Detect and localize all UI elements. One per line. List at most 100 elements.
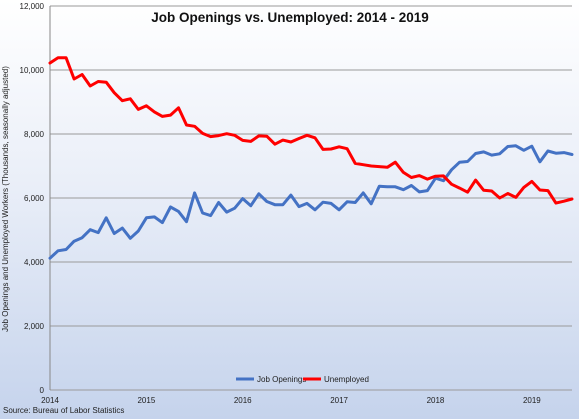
job-openings-point [249,204,252,207]
job-openings-point [265,200,268,203]
unemployed-point [249,140,252,143]
job-openings-point [458,161,461,164]
job-openings-point [48,257,52,260]
unemployed-point [153,110,156,114]
job-openings-point [562,151,566,154]
unemployed-point [241,139,244,142]
unemployed-point [442,174,445,178]
job-openings-point [506,145,509,148]
series-lines [48,56,574,260]
unemployed-point [233,134,236,137]
job-openings-point [394,185,397,188]
unemployed-point [201,132,204,135]
unemployed-point [538,188,542,192]
unemployed-point [185,123,188,127]
job-openings-point [257,192,260,195]
job-openings-point [410,184,413,187]
job-openings-point [233,207,236,210]
job-openings-point [161,221,164,224]
legend-label-job-openings: Job Openings [257,375,306,384]
job-openings-point [490,153,493,157]
job-openings-point [546,149,550,153]
unemployed-point [370,164,373,168]
unemployed-point [265,135,268,138]
job-openings-point [289,193,293,197]
unemployed-point [121,99,124,102]
unemployed-point [378,165,381,168]
job-openings-point [466,160,469,163]
job-openings-point [137,229,140,233]
y-tick-label: 2,000 [24,322,45,331]
job-openings-point [297,205,301,208]
job-openings-point [241,197,244,200]
unemployed-point [97,80,100,83]
unemployed-point [137,108,140,111]
unemployed-point [289,140,293,144]
y-tick-label: 10,000 [20,66,45,75]
job-openings-point [225,210,228,214]
unemployed-point [386,166,389,169]
job-openings-point [64,248,68,251]
axes: 0 2,000 4,000 6,000 8,000 10,000 12,000 2014 201… [20,2,542,405]
y-tick-label: 4,000 [24,258,45,267]
job-openings-point [313,208,317,211]
unemployed-point [105,81,108,84]
job-openings-point [169,205,172,209]
job-openings-point [570,153,574,156]
unemployed-point [281,138,285,142]
job-openings-point [89,228,92,231]
job-openings-point [97,231,100,234]
unemployed-point [113,91,116,94]
job-openings-point [482,150,485,154]
job-openings-point [354,201,357,204]
job-openings-point [345,200,349,203]
job-openings-point [426,189,429,192]
y-tick-label: 0 [40,386,45,395]
unemployed-point [72,77,76,81]
x-tick-label: 2015 [137,396,155,405]
job-openings-point [418,190,421,194]
source-note: Source: Bureau of Labor Statistics [3,406,124,415]
unemployed-point [506,192,509,195]
unemployed-point [362,163,365,166]
job-openings-point [153,215,156,219]
job-openings-point [217,201,220,204]
unemployed-point [458,186,461,190]
legend: Job Openings Unemployed [236,375,369,384]
job-openings-point [321,201,325,204]
job-openings-point [121,226,124,230]
x-tick-label: 2019 [523,396,541,405]
job-openings-point [185,220,188,223]
job-openings-point [80,236,84,239]
unemployed-point [402,171,405,174]
y-axis-title: Job Openings and Unemployed Workers (Tho… [1,66,10,332]
job-openings-point [498,152,501,155]
job-openings-point [378,185,381,188]
unemployed-point [474,178,477,182]
x-tick-label: 2016 [234,396,252,405]
legend-label-unemployed: Unemployed [324,375,369,384]
unemployed-point [313,136,317,139]
job-openings-point [538,160,542,163]
unemployed-point [48,61,52,65]
job-openings-point [305,202,309,205]
job-openings-point [201,211,204,215]
job-openings-point [177,210,180,213]
unemployed-point [169,113,172,117]
job-openings-point [514,144,517,147]
job-openings-points [48,144,574,260]
unemployed-point [570,197,574,201]
unemployed-point [498,196,501,200]
job-openings-point [193,191,196,195]
job-openings-point [113,232,116,235]
job-openings-point [273,203,277,206]
y-tick-label: 8,000 [24,130,45,139]
job-openings-line [48,144,574,260]
job-openings-point [450,168,453,171]
job-openings-point [105,216,108,219]
unemployed-point [554,201,558,205]
unemployed-point [145,104,148,108]
job-openings-point [362,191,365,195]
unemployed-points [48,56,574,205]
